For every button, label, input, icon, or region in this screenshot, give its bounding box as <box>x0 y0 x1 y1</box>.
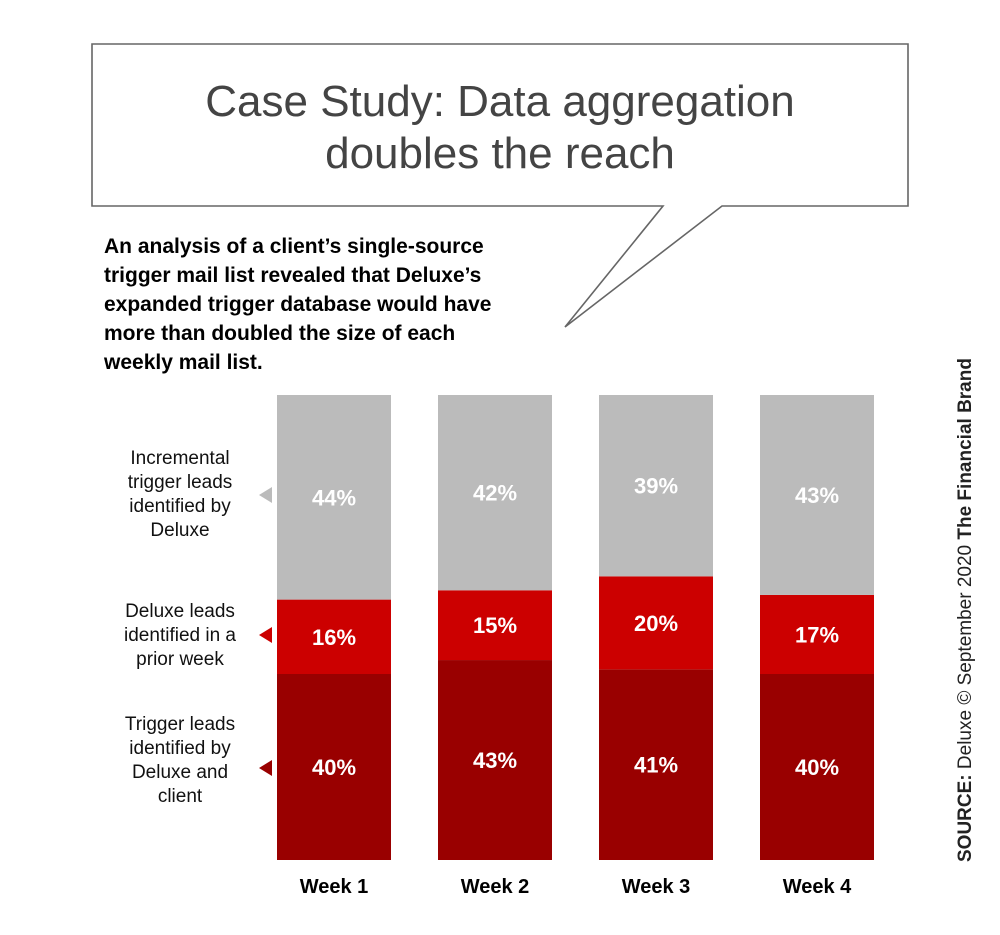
series-label-deluxe-and-client: Trigger leads identified by Deluxe and c… <box>100 713 260 809</box>
chart-title-line-1: Case Study: Data aggregation <box>205 77 795 126</box>
data-label: 43% <box>795 483 839 508</box>
x-tick-label: Week 3 <box>622 876 691 898</box>
bar-segment-prior-week <box>438 590 552 661</box>
bar-segment-prior-week <box>599 576 713 670</box>
series-label-line: Deluxe <box>150 520 210 541</box>
x-tick-label: Week 1 <box>300 876 369 898</box>
speech-bubble-outline <box>91 43 909 328</box>
series-label-line: client <box>157 786 203 807</box>
series-label-line: Incremental <box>130 448 230 469</box>
bar-segment-deluxe-and-client <box>277 674 391 860</box>
x-tick-label: Week 4 <box>783 876 852 898</box>
subtitle-line-3: expanded trigger database would have <box>104 293 492 316</box>
data-label: 40% <box>795 755 839 780</box>
data-label: 20% <box>634 611 678 636</box>
bar-segment-incremental <box>277 395 391 600</box>
series-label-line: identified in a <box>124 625 236 646</box>
series-label-incremental: Incremental trigger leads identified by … <box>100 447 260 543</box>
series-label-line: prior week <box>136 649 224 670</box>
series-label-line: trigger leads <box>127 472 233 493</box>
chart-subtitle: An analysis of a client’s single-source … <box>104 232 564 377</box>
data-label: 40% <box>312 755 356 780</box>
bar-segment-incremental <box>760 395 874 595</box>
subtitle-line-5: weekly mail list. <box>104 351 263 374</box>
bar-segment-prior-week <box>760 594 874 674</box>
data-label: 41% <box>634 753 678 778</box>
data-label: 15% <box>473 613 517 638</box>
bar-segment-incremental <box>599 395 713 577</box>
data-label: 43% <box>473 748 517 773</box>
bar-segment-prior-week <box>277 599 391 674</box>
subtitle-line-2: trigger mail list revealed that Deluxe’s <box>104 264 482 287</box>
data-label: 39% <box>634 474 678 499</box>
series-label-prior-week: Deluxe leads identified in a prior week <box>100 600 260 672</box>
series-label-line: Trigger leads <box>124 714 236 735</box>
series-label-line: Deluxe and <box>131 762 229 783</box>
data-label: 44% <box>312 485 356 510</box>
data-label: 17% <box>795 622 839 647</box>
subtitle-line-4: more than doubled the size of each <box>104 322 456 345</box>
series-label-line: identified by <box>129 738 231 759</box>
bar-segment-deluxe-and-client <box>438 660 552 860</box>
series-label-line: identified by <box>129 496 231 517</box>
data-label: 42% <box>473 481 517 506</box>
bar-segment-deluxe-and-client <box>760 674 874 860</box>
x-tick-label: Week 2 <box>461 876 530 898</box>
chart-title-line-2: doubles the reach <box>325 129 675 178</box>
pointer-incremental <box>259 487 272 503</box>
bar-segment-deluxe-and-client <box>599 669 713 860</box>
pointer-deluxe-and-client <box>259 760 272 776</box>
series-label-line: Deluxe leads <box>125 601 235 622</box>
bar-segment-incremental <box>438 395 552 591</box>
data-label: 16% <box>312 625 356 650</box>
subtitle-line-1: An analysis of a client’s single-source <box>104 235 484 258</box>
pointer-prior-week <box>259 627 272 643</box>
